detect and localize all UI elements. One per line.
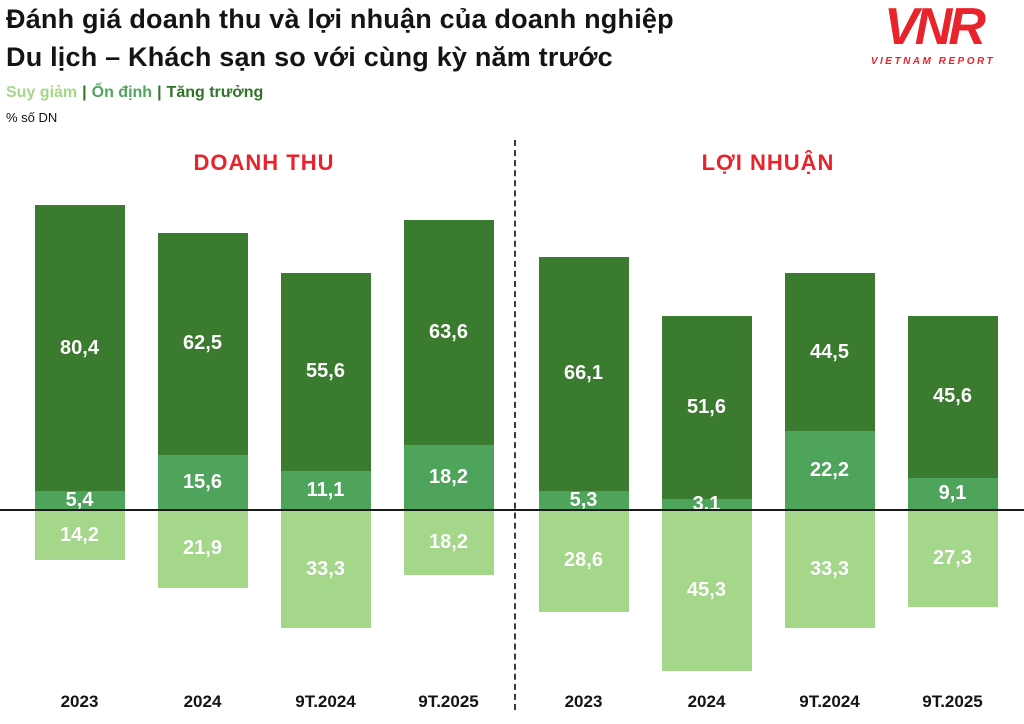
segment-tang-truong: 45,6: [907, 315, 998, 478]
segment-suy-giam-value: 27,3: [933, 546, 972, 569]
segment-on-dinh: 5,4: [34, 488, 125, 511]
segment-on-dinh-value: 22,2: [810, 459, 849, 482]
segment-tang-truong: 62,5: [157, 232, 248, 455]
legend-separator: |: [82, 84, 87, 101]
category-label: 2024: [687, 692, 726, 711]
category-label: 2024: [183, 692, 222, 711]
vnr-logo-subtext: VIETNAM REPORT: [870, 56, 996, 67]
page-title-line1: Đánh giá doanh thu và lợi nhuận của doan…: [6, 4, 674, 34]
category-label: 2023: [564, 692, 603, 711]
legend-item-on-dinh: Ổn định: [91, 84, 153, 101]
section-title-doanh-thu: DOANH THU: [193, 150, 335, 175]
segment-suy-giam-value: 33,3: [810, 557, 849, 580]
category-label: 9T.2024: [295, 692, 356, 711]
vnr-logo-mark: VNR: [884, 0, 986, 56]
segment-on-dinh-value: 15,6: [183, 470, 222, 493]
segment-suy-giam: 27,3: [907, 510, 998, 607]
legend-item-suy-giam: Suy giảm: [6, 84, 78, 101]
segment-suy-giam: 21,9: [157, 510, 248, 588]
segment-suy-giam-value: 45,3: [687, 578, 726, 601]
segment-tang-truong: 51,6: [661, 315, 752, 499]
segment-tang-truong-value: 51,6: [687, 395, 726, 418]
segment-tang-truong: 63,6: [403, 219, 494, 446]
segment-tang-truong-value: 62,5: [183, 332, 222, 355]
segment-suy-giam: 28,6: [538, 510, 629, 612]
segment-suy-giam: 33,3: [784, 510, 875, 629]
segment-on-dinh: 5,3: [538, 489, 629, 512]
segment-on-dinh: 22,2: [784, 431, 875, 510]
segment-tang-truong: 55,6: [280, 273, 371, 471]
segment-tang-truong: 66,1: [538, 256, 629, 492]
segment-tang-truong: 44,5: [784, 273, 875, 432]
segment-on-dinh-value: 11,1: [306, 478, 345, 501]
segment-suy-giam: 18,2: [403, 510, 494, 575]
segment-suy-giam: 14,2: [34, 510, 125, 561]
baseline-axis: [0, 509, 1024, 511]
vietnam-report-logo: VNR VIETNAM REPORT: [858, 0, 1008, 67]
unit-label: % số DN: [6, 110, 58, 125]
section-divider-line: [514, 140, 516, 710]
segment-suy-giam-value: 28,6: [564, 549, 603, 572]
segment-on-dinh-value: 9,1: [938, 482, 967, 505]
category-label: 2023: [60, 692, 99, 711]
segment-on-dinh: 18,2: [403, 445, 494, 510]
segment-on-dinh-value: 5,3: [569, 489, 598, 512]
segment-tang-truong-value: 55,6: [306, 360, 345, 383]
category-label: 9T.2025: [922, 692, 983, 711]
segment-suy-giam-value: 21,9: [183, 537, 222, 560]
segment-on-dinh-value: 5,4: [65, 488, 94, 511]
category-label: 9T.2024: [799, 692, 860, 711]
page-title-line2: Du lịch – Khách sạn so với cùng kỳ năm t…: [6, 42, 613, 72]
legend: Suy giảm | Ổn định | Tăng trưởng: [6, 84, 263, 102]
segment-tang-truong-value: 44,5: [810, 340, 849, 363]
segment-on-dinh: 11,1: [280, 470, 371, 510]
segment-suy-giam-value: 33,3: [306, 557, 345, 580]
chart-area: DOANH THU 80,4 5,4 14,2 2023 62,5 15,6 21,9 2024…: [0, 140, 1024, 724]
segment-suy-giam: 33,3: [280, 510, 371, 629]
segment-tang-truong-value: 63,6: [429, 320, 468, 343]
segment-tang-truong: 80,4: [34, 205, 125, 491]
segment-tang-truong-value: 45,6: [933, 385, 972, 408]
segment-tang-truong-value: 80,4: [60, 336, 99, 359]
segment-tang-truong-value: 66,1: [564, 362, 603, 385]
segment-suy-giam-value: 18,2: [429, 530, 468, 553]
segment-suy-giam-value: 14,2: [60, 523, 99, 546]
section-title-loi-nhuan: LỢI NHUẬN: [701, 150, 835, 175]
segment-on-dinh: 15,6: [157, 454, 248, 510]
legend-item-tang-truong: Tăng trưởng: [166, 84, 264, 101]
category-label: 9T.2025: [418, 692, 479, 711]
page-title: Đánh giá doanh thu và lợi nhuận của doan…: [6, 0, 674, 76]
segment-suy-giam: 45,3: [661, 510, 752, 671]
segment-on-dinh-value: 18,2: [429, 466, 468, 489]
legend-separator: |: [157, 84, 162, 101]
segment-on-dinh: 9,1: [907, 477, 998, 510]
